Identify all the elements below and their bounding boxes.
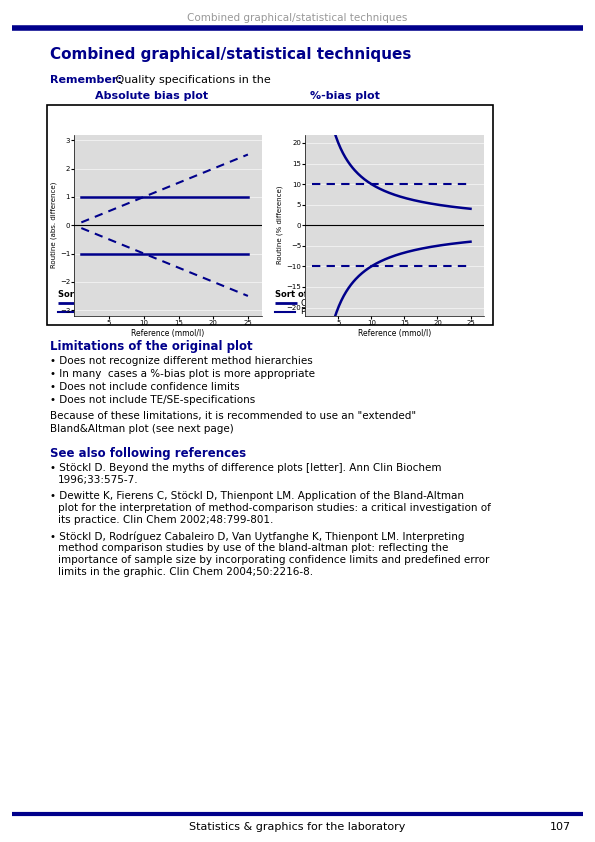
Text: • Does not include TE/SE-specifications: • Does not include TE/SE-specifications (50, 395, 255, 405)
Text: %-bias plot: %-bias plot (310, 91, 380, 101)
Bar (47, 105, 493, 325)
Text: its practice. Clin Chem 2002;48:799-801.: its practice. Clin Chem 2002;48:799-801. (58, 515, 273, 525)
Text: See also following references: See also following references (50, 447, 246, 460)
Text: Constant: 1 mmol/l: Constant: 1 mmol/l (84, 299, 164, 307)
Text: Limitations of the original plot: Limitations of the original plot (50, 340, 253, 353)
Text: limits in the graphic. Clin Chem 2004;50:2216-8.: limits in the graphic. Clin Chem 2004;50… (58, 567, 313, 577)
Text: Sort of specification:: Sort of specification: (275, 290, 375, 299)
Text: plot for the interpretation of method-comparison studies: a critical investigati: plot for the interpretation of method-co… (58, 503, 491, 513)
Text: 107: 107 (549, 822, 571, 832)
Text: Because of these limitations, it is recommended to use an "extended": Because of these limitations, it is reco… (50, 411, 416, 421)
Text: • Dewitte K, Fierens C, Stöckl D, Thienpont LM. Application of the Bland-Altman: • Dewitte K, Fierens C, Stöckl D, Thienp… (50, 491, 464, 501)
Y-axis label: Routine (% difference): Routine (% difference) (277, 186, 283, 264)
Text: Combined graphical/statistical techniques: Combined graphical/statistical technique… (50, 47, 411, 62)
Text: importance of sample size by incorporating confidence limits and predefined erro: importance of sample size by incorporati… (58, 555, 489, 565)
Text: Proportional: 10%: Proportional: 10% (301, 307, 376, 317)
Text: 1996;33:575-7.: 1996;33:575-7. (58, 475, 139, 485)
Text: Absolute bias plot: Absolute bias plot (95, 91, 208, 101)
Text: Remember:: Remember: (50, 75, 122, 85)
Text: Statistics & graphics for the laboratory: Statistics & graphics for the laboratory (189, 822, 406, 832)
Text: Combined graphical/statistical techniques: Combined graphical/statistical technique… (187, 13, 408, 23)
Text: Quality specifications in the: Quality specifications in the (112, 75, 271, 85)
Text: • Does not include confidence limits: • Does not include confidence limits (50, 382, 240, 392)
Text: method comparison studies by use of the bland-altman plot: reflecting the: method comparison studies by use of the … (58, 543, 449, 553)
Text: • In many  cases a %-bias plot is more appropriate: • In many cases a %-bias plot is more ap… (50, 369, 315, 379)
Y-axis label: Routine (abs. difference): Routine (abs. difference) (51, 182, 57, 269)
Text: Proportional: 10%: Proportional: 10% (84, 307, 159, 317)
X-axis label: Reference (mmol/l): Reference (mmol/l) (131, 328, 205, 338)
Text: • Stöckl D, Rodríguez Cabaleiro D, Van Uytfanghe K, Thienpont LM. Interpreting: • Stöckl D, Rodríguez Cabaleiro D, Van U… (50, 531, 465, 541)
Text: • Stöckl D. Beyond the myths of difference plots [letter]. Ann Clin Biochem: • Stöckl D. Beyond the myths of differen… (50, 463, 441, 473)
Text: Sort of specification:: Sort of specification: (58, 290, 158, 299)
Text: Bland&Altman plot (see next page): Bland&Altman plot (see next page) (50, 424, 234, 434)
Text: • Does not recognize different method hierarchies: • Does not recognize different method hi… (50, 356, 313, 366)
X-axis label: Reference (mmol/l): Reference (mmol/l) (358, 328, 431, 338)
Text: Constant: 1 mmol/l: Constant: 1 mmol/l (301, 299, 381, 307)
